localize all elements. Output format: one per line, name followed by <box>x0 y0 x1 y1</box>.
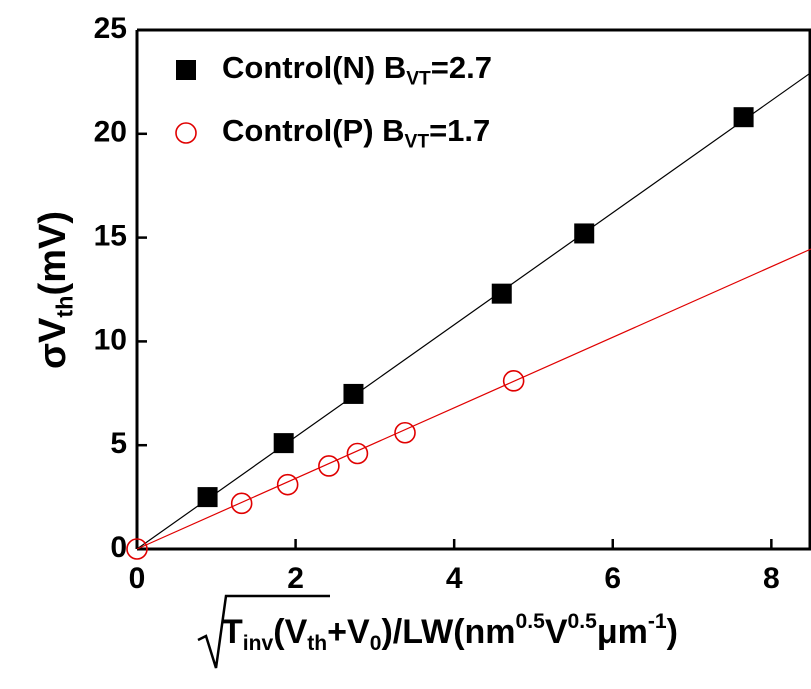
x-axis-label-part: (V <box>273 613 307 651</box>
legend-label-part: VT <box>406 68 431 89</box>
x-tick-label: 6 <box>604 562 621 595</box>
data-point <box>734 107 754 127</box>
data-point <box>319 456 339 476</box>
y-axis-label-part: th <box>52 295 78 317</box>
x-axis-label-part: V <box>545 613 568 651</box>
data-point <box>574 223 594 243</box>
x-axis-label: Tinv(Vth+V0)/LW(nm0.5V0.5μm-1) <box>222 610 678 655</box>
data-point <box>232 493 252 513</box>
data-point <box>343 384 363 404</box>
legend-marker <box>176 123 196 143</box>
y-tick-label: 20 <box>94 116 127 149</box>
x-axis-label-part: μm <box>597 613 648 651</box>
legend-label-part: =2.7 <box>431 50 492 85</box>
x-tick-label: 2 <box>287 562 304 595</box>
legend-label: Control(P) BVT=1.7 <box>222 113 490 152</box>
legend-label: Control(N) BVT=2.7 <box>222 50 492 89</box>
x-axis-label-part: )/LW <box>381 613 454 651</box>
legend-label-part: Control(N) B <box>222 50 406 85</box>
x-tick-label: 8 <box>763 562 780 595</box>
legend-marker <box>176 60 196 80</box>
data-point <box>492 284 512 304</box>
x-axis-label-part: 0.5 <box>568 610 598 633</box>
x-axis-label-part: 0.5 <box>516 610 546 633</box>
x-tick-label: 0 <box>129 562 146 595</box>
x-axis-label-part: +V <box>327 613 370 651</box>
y-tick-label: 10 <box>94 323 127 356</box>
x-axis-label-part: T <box>222 613 243 651</box>
legend-label-part: Control(P) B <box>222 113 405 148</box>
y-axis-label-part: (mV) <box>32 211 74 295</box>
legend-label-part: VT <box>405 131 430 152</box>
x-axis-label-part: ) <box>667 613 678 651</box>
chart: 024680510152025σVth(mV)Tinv(Vth+V0)/LW(n… <box>0 0 811 689</box>
y-tick-label: 0 <box>110 531 127 564</box>
y-axis-label: σVth(mV) <box>32 211 78 369</box>
x-axis-label-part: 0 <box>370 632 382 655</box>
y-axis-label-part: σV <box>32 317 74 369</box>
x-axis-label-part: th <box>307 632 327 655</box>
x-axis-label-part: (nm <box>453 613 515 651</box>
y-tick-label: 25 <box>94 12 127 45</box>
x-axis-label-part: -1 <box>648 610 667 633</box>
data-point <box>198 487 218 507</box>
y-tick-label: 15 <box>94 220 127 253</box>
y-tick-label: 5 <box>110 427 127 460</box>
data-point <box>274 433 294 453</box>
x-tick-label: 4 <box>446 562 463 595</box>
legend-label-part: =1.7 <box>429 113 490 148</box>
fit-line <box>137 249 811 549</box>
x-axis-label-part: inv <box>243 632 274 655</box>
